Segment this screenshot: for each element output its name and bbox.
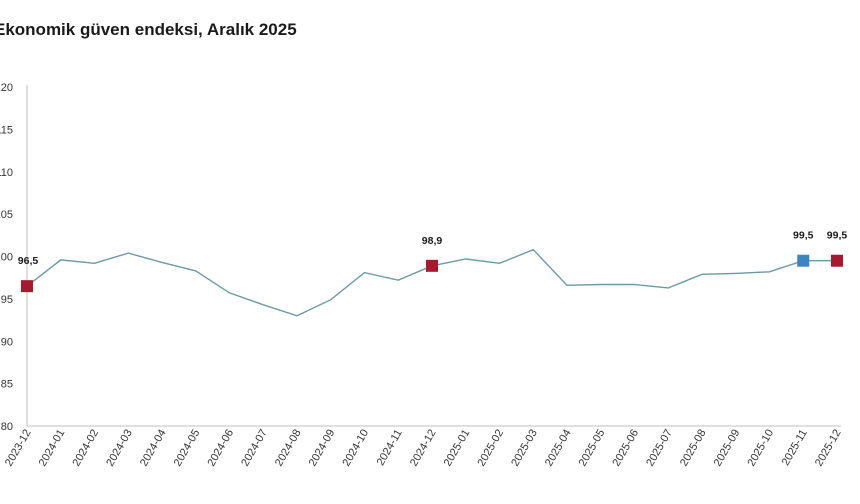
- x-tick-label: 2024-04: [138, 428, 169, 469]
- x-tick-label: 2025-02: [476, 428, 507, 469]
- y-tick-label: 115: [0, 124, 13, 136]
- x-tick-label: 2025-04: [543, 428, 574, 469]
- x-tick-label: 2024-03: [104, 428, 135, 469]
- y-tick-label: 85: [1, 379, 13, 391]
- x-tick-label: 2025-07: [644, 428, 675, 469]
- data-marker: [426, 259, 438, 272]
- y-tick-label: 90: [1, 336, 13, 348]
- x-tick-label: 2024-09: [307, 428, 338, 469]
- x-tick-label: 2025-03: [509, 428, 540, 469]
- x-tick-label: 2025-10: [746, 428, 777, 469]
- y-tick-label: 105: [0, 209, 13, 221]
- y-tick-label: 100: [0, 252, 13, 264]
- x-tick-label: 2025-08: [678, 428, 709, 469]
- x-tick-label: 2024-02: [71, 428, 102, 469]
- y-axis-ticks: 80 85 90 95 100 105 110 115 120: [0, 82, 13, 433]
- y-tick-label: 80: [1, 421, 13, 433]
- x-tick-label: 2024-11: [375, 428, 405, 468]
- x-tick-label: 2025-09: [712, 428, 743, 469]
- highlight-markers: 96,5 98,9 99,5 99,5: [18, 230, 848, 293]
- x-tick-label: 2025-01: [442, 428, 473, 469]
- chart-title: Ekonomik güven endeksi, Aralık 2025: [0, 20, 297, 39]
- data-label: 98,9: [422, 235, 443, 247]
- x-tick-label: 2024-12: [408, 428, 439, 469]
- y-tick-label: 110: [0, 167, 13, 179]
- x-tick-label: 2025-11: [780, 428, 810, 468]
- data-marker: [21, 280, 33, 293]
- x-tick-label: 2025-12: [813, 428, 844, 469]
- series-line: [26, 248, 837, 317]
- x-tick-label: 2024-10: [341, 428, 372, 469]
- y-tick-label: 120: [0, 82, 13, 94]
- data-label: 96,5: [18, 255, 39, 267]
- x-tick-label: 2024-08: [273, 428, 304, 469]
- data-label: 99,5: [827, 230, 848, 242]
- x-axis-ticks: 2023-12 2024-01 2024-02 2024-03 2024-04 2024-…: [3, 428, 844, 469]
- data-label: 99,5: [793, 230, 814, 242]
- x-tick-label: 2024-01: [37, 428, 68, 469]
- x-tick-label: 2024-06: [206, 428, 237, 469]
- y-tick-label: 95: [1, 294, 13, 306]
- x-tick-label: 2023-12: [3, 428, 34, 469]
- x-tick-label: 2025-05: [577, 428, 608, 469]
- x-tick-label: 2024-05: [172, 428, 203, 469]
- data-marker: [831, 254, 843, 267]
- data-marker: [797, 254, 810, 267]
- x-tick-label: 2025-06: [611, 428, 642, 469]
- x-tick-label: 2024-07: [239, 428, 270, 469]
